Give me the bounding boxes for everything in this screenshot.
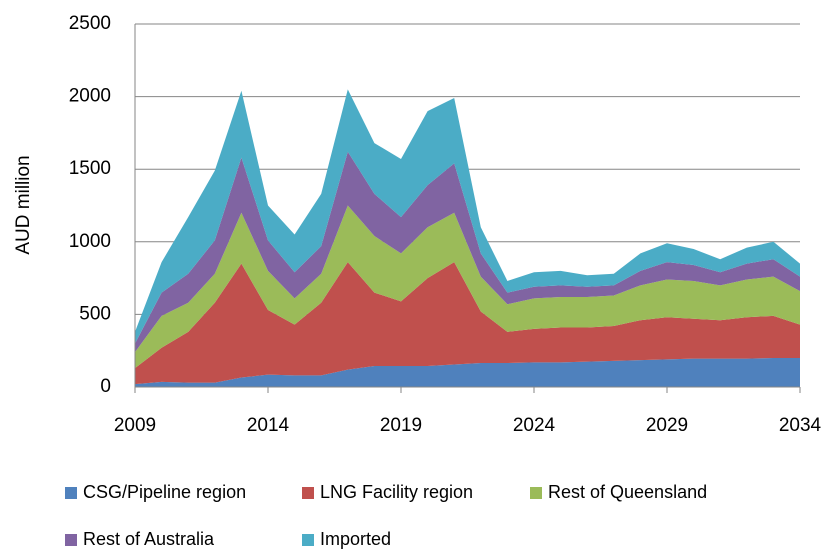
legend-label: Rest of Australia [83, 529, 215, 549]
legend-swatch [530, 487, 542, 499]
y-tick-label: 2500 [69, 13, 111, 34]
x-tick-label: 2029 [646, 415, 688, 436]
y-tick-label: 1500 [69, 158, 111, 179]
area [135, 89, 800, 344]
y-tick-label: 2000 [69, 86, 111, 107]
y-tick-label: 1000 [69, 231, 111, 252]
x-tick-label: 2009 [114, 415, 156, 436]
legend-swatch [302, 534, 314, 546]
legend-label: Rest of Queensland [548, 482, 707, 502]
area [135, 357, 800, 387]
legend-label: CSG/Pipeline region [83, 482, 246, 502]
legend-swatch [65, 534, 77, 546]
x-tick-label: 2024 [513, 415, 556, 436]
area [135, 262, 800, 385]
y-tick-label: 500 [79, 303, 111, 324]
x-tick-label: 2019 [380, 415, 422, 436]
y-tick-label: 0 [100, 376, 111, 397]
y-axis-label: AUD million [13, 155, 34, 254]
area [135, 151, 800, 353]
x-tick-label: 2034 [779, 415, 822, 436]
legend-label: Imported [320, 529, 391, 549]
legend-label: LNG Facility region [320, 482, 473, 502]
legend-swatch [302, 487, 314, 499]
legend-swatch [65, 487, 77, 499]
x-tick-label: 2014 [247, 415, 290, 436]
area [135, 205, 800, 369]
